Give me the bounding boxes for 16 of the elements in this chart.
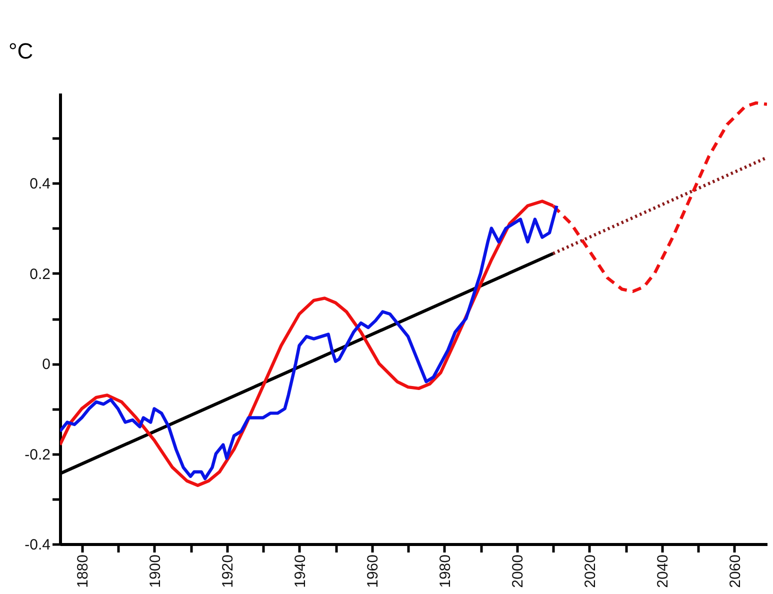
- x-tick-label: 1960: [364, 554, 382, 588]
- y-axis-title: °C: [8, 38, 34, 64]
- x-tick-label: 2060: [726, 554, 744, 588]
- y-tick-label: -0.2: [24, 446, 50, 464]
- x-tick-label: 2000: [509, 554, 526, 588]
- x-tick-label: 1880: [74, 554, 92, 588]
- x-tick-label: 1980: [436, 554, 454, 588]
- y-tick-label: 0.2: [30, 266, 50, 283]
- x-tick-label: 1940: [292, 554, 309, 588]
- x-tick-label: 2020: [582, 554, 599, 588]
- y-tick-label: 0.4: [30, 176, 50, 193]
- y-tick-label: -0.4: [24, 536, 50, 554]
- x-tick-label: 2040: [654, 554, 672, 588]
- x-tick-label: 1900: [146, 554, 164, 588]
- x-tick-label: 1920: [219, 554, 236, 588]
- y-tick-label: 0: [42, 356, 50, 374]
